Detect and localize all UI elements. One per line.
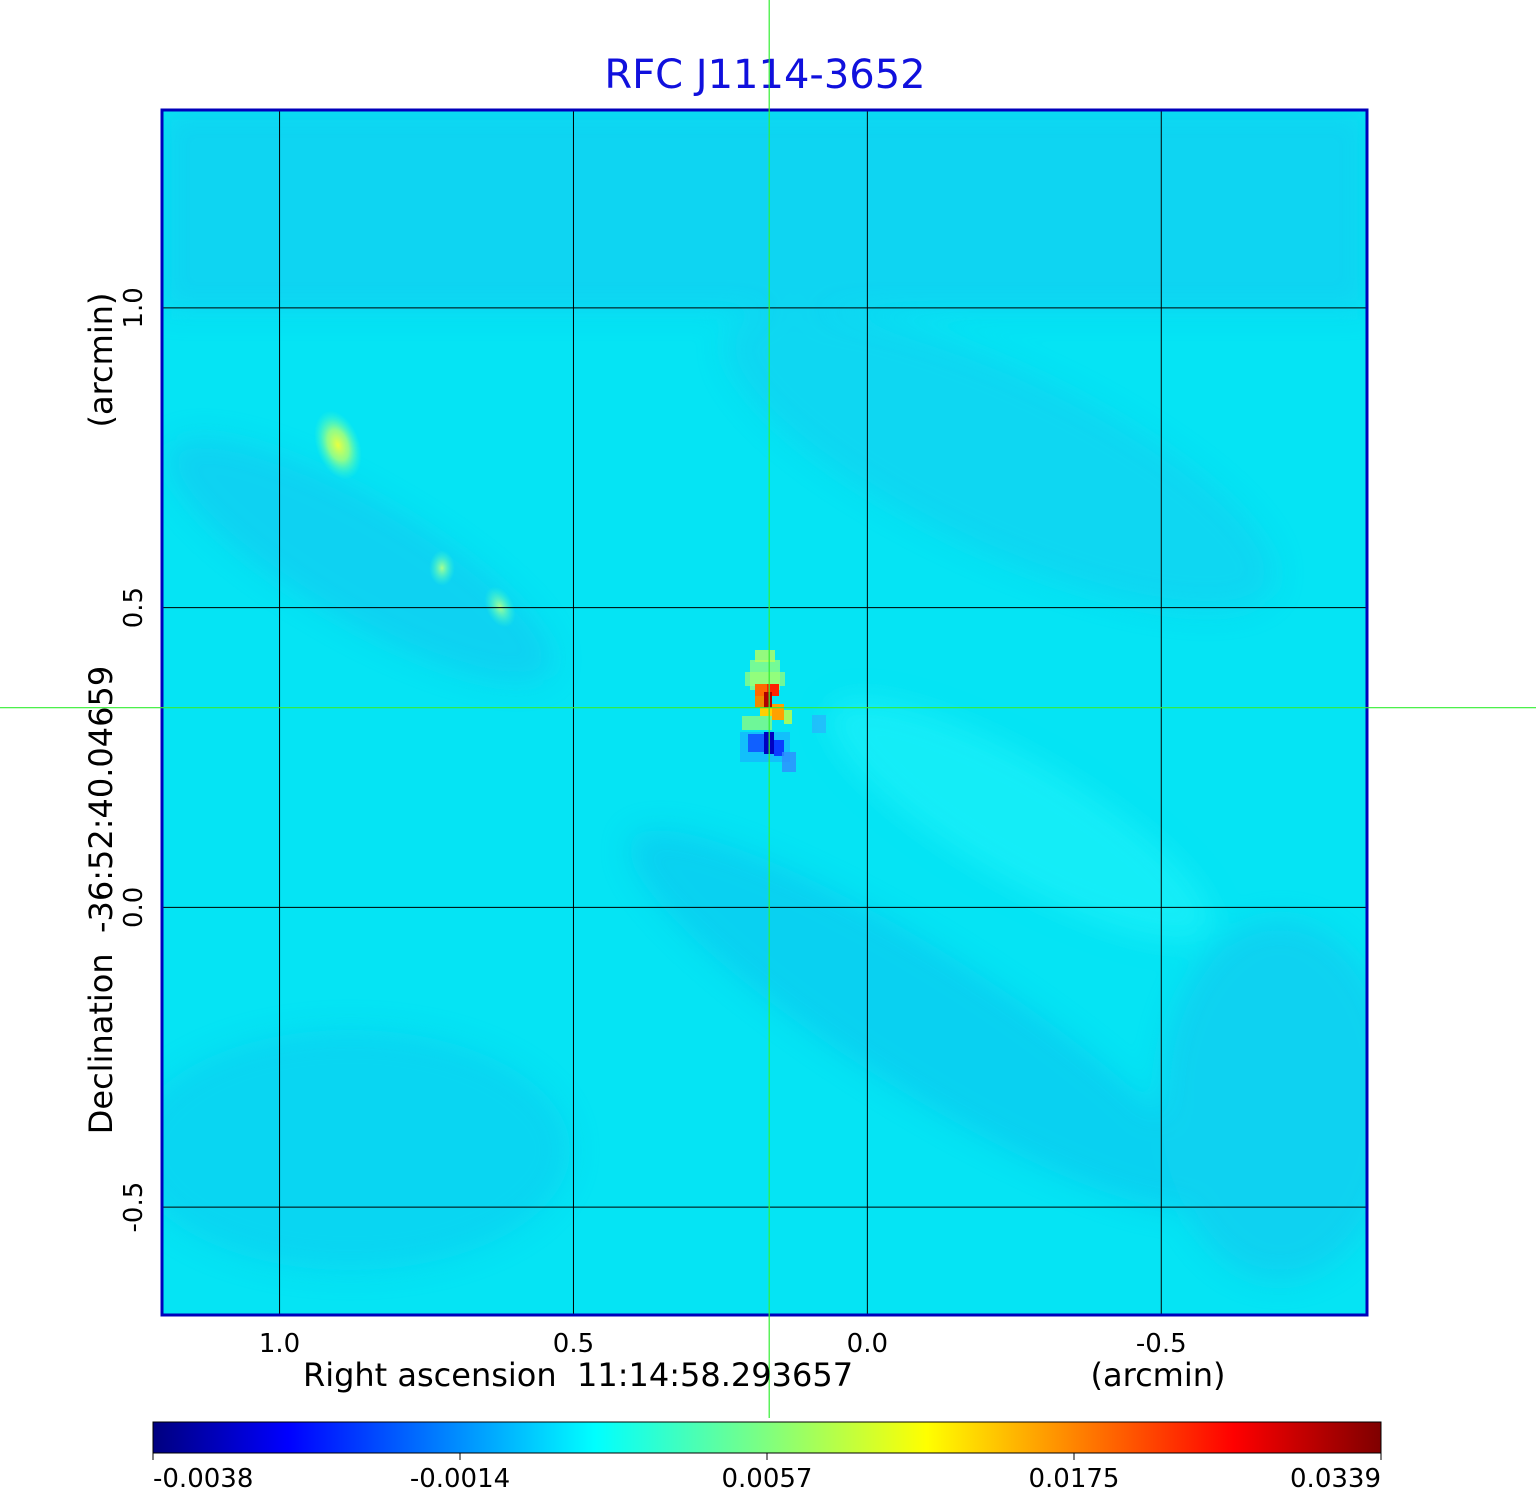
image-area — [162, 110, 1367, 1315]
colorbar: -0.0038 -0.0014 0.0057 0.0175 0.0339 — [152, 1421, 1382, 1494]
colorbar-tick-label: 0.0339 — [1290, 1464, 1381, 1494]
blob-south — [484, 586, 516, 628]
colorbar-ticks: -0.0038 -0.0014 0.0057 0.0175 0.0339 — [152, 1453, 1382, 1494]
y-tick-label: -0.5 — [119, 1182, 149, 1233]
chart-title: RFC J1114-3652 — [604, 52, 925, 98]
colorbar-tick-label: -0.0014 — [410, 1464, 510, 1494]
coordinate-grid — [162, 110, 1367, 1315]
colorbar-tick-label: 0.0057 — [722, 1464, 813, 1494]
x-tick-label: 0.5 — [553, 1329, 594, 1359]
y-axis-label: Declination -36:52:40.04659 — [82, 666, 120, 1134]
colorbar-tick-label: -0.0038 — [153, 1464, 253, 1494]
y-axis-unit: (arcmin) — [82, 293, 120, 428]
blob-north — [313, 410, 363, 480]
colorbar-tick-label: 0.0175 — [1029, 1464, 1120, 1494]
x-axis-unit: (arcmin) — [1091, 1356, 1226, 1394]
x-tick-labels: 1.0 0.5 0.0 -0.5 — [259, 1329, 1187, 1359]
crosshair — [0, 0, 1536, 1418]
plot-frame — [160, 108, 1369, 1317]
y-tick-label: 1.0 — [119, 287, 149, 328]
blob-mid — [429, 550, 455, 586]
y-tick-labels: 1.0 0.5 0.0 -0.5 — [119, 287, 149, 1232]
x-tick-label: 1.0 — [259, 1329, 300, 1359]
y-tick-label: 0.5 — [119, 587, 149, 628]
y-tick-label: 0.0 — [119, 887, 149, 928]
x-axis-label: Right ascension 11:14:58.293657 — [303, 1356, 853, 1394]
x-tick-label: -0.5 — [1136, 1329, 1187, 1359]
colorbar-gradient — [152, 1421, 1382, 1454]
x-tick-label: 0.0 — [847, 1329, 888, 1359]
